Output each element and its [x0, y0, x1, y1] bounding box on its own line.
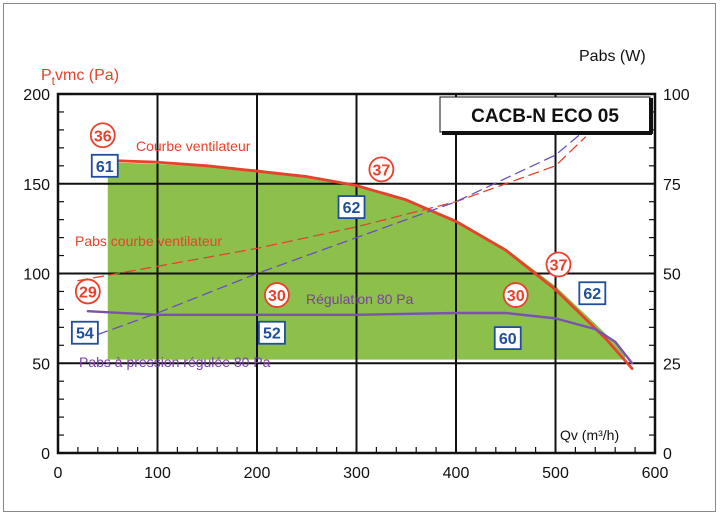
boxed-marker-value: 52: [263, 326, 281, 343]
circled-marker-value: 29: [79, 284, 97, 301]
boxed-marker: [493, 326, 522, 351]
boxed-marker-value: 62: [583, 286, 601, 303]
boxed-marker: [90, 153, 119, 178]
x-tick-label: 600: [642, 465, 669, 482]
circled-marker: [89, 122, 116, 149]
boxed-marker-value: 54: [76, 326, 94, 343]
y-right-tick-label: 25: [663, 356, 681, 373]
label-pabs-courbe-ventilateur: Pabs courbe ventilateur: [75, 233, 222, 249]
y-left-tick-label: 150: [23, 177, 50, 194]
label-pabs-regulee: Pabs à pression régulée 80 Pa: [79, 354, 271, 370]
label-regulation: Régulation 80 Pa: [306, 291, 414, 307]
y-right-tick-label: 75: [663, 177, 681, 194]
chart-title: CACB-N ECO 05: [471, 106, 619, 127]
left-axis-title-rest: vmc (Pa): [55, 67, 119, 84]
y-left-tick-label: 100: [23, 267, 50, 284]
y-right-tick-label: 0: [663, 446, 672, 463]
boxed-marker-value: 60: [499, 331, 517, 348]
y-right-tick-label: 50: [663, 267, 681, 284]
circled-marker: [545, 251, 572, 278]
operating-zone-layer: [107, 162, 626, 360]
left-axis-title-sub: t: [52, 74, 56, 88]
circled-marker-value: 36: [94, 128, 112, 145]
x-tick-label: 200: [244, 465, 271, 482]
circled-marker: [74, 278, 101, 305]
circled-marker-value: 30: [268, 288, 286, 305]
x-tick-label: 400: [443, 465, 470, 482]
x-tick-label: 500: [542, 465, 569, 482]
boxed-marker: [70, 320, 99, 345]
series-layer: [77, 129, 634, 371]
circled-marker: [263, 282, 290, 308]
boxed-marker-value: 61: [96, 159, 114, 176]
x-tick-label: 300: [343, 465, 370, 482]
series-pabs-pression-regulee: [97, 129, 586, 336]
series-regulation-80pa: [86, 309, 634, 365]
y-left-tick-label: 0: [41, 446, 50, 463]
x-axis-title: Qv (m³/h): [560, 427, 619, 443]
boxed-marker: [578, 281, 607, 306]
operating-zone: [107, 162, 626, 360]
circled-marker-value: 37: [550, 258, 568, 275]
label-courbe-ventilateur: Courbe ventilateur: [136, 138, 251, 154]
left-axis-title: Ptvmc (Pa): [41, 67, 119, 88]
right-axis-title: Pabs (W): [579, 48, 646, 65]
y-left-tick-label: 50: [32, 356, 50, 373]
marker-layer: 36 37 29 30 30 37 61 62 54 52 60 62: [70, 122, 607, 351]
series-courbe-ventilateur: [106, 159, 634, 371]
ticks-layer: 0 100 200 300 400 500 600 0 50 100 150 200 0 25 50 75 10…: [23, 87, 690, 482]
boxed-marker: [337, 195, 366, 219]
series-pabs-courbe-ventilateur: [77, 136, 586, 282]
circled-marker-value: 30: [507, 288, 525, 305]
circled-marker-value: 37: [372, 162, 390, 179]
left-axis-title-main: P: [41, 67, 52, 84]
y-left-tick-label: 200: [23, 87, 50, 104]
x-tick-label: 100: [144, 465, 171, 482]
x-tick-label: 0: [54, 465, 63, 482]
y-right-tick-label: 100: [663, 87, 690, 104]
circled-marker: [502, 282, 529, 308]
boxed-marker: [258, 320, 286, 345]
circled-marker: [368, 156, 395, 183]
boxed-marker-value: 62: [343, 200, 361, 217]
